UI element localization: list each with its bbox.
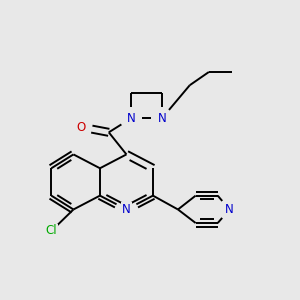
Text: N: N: [127, 112, 135, 125]
Text: N: N: [158, 112, 166, 125]
Text: N: N: [225, 203, 234, 216]
Text: N: N: [122, 203, 131, 216]
Text: O: O: [76, 121, 86, 134]
Text: Cl: Cl: [46, 224, 57, 238]
